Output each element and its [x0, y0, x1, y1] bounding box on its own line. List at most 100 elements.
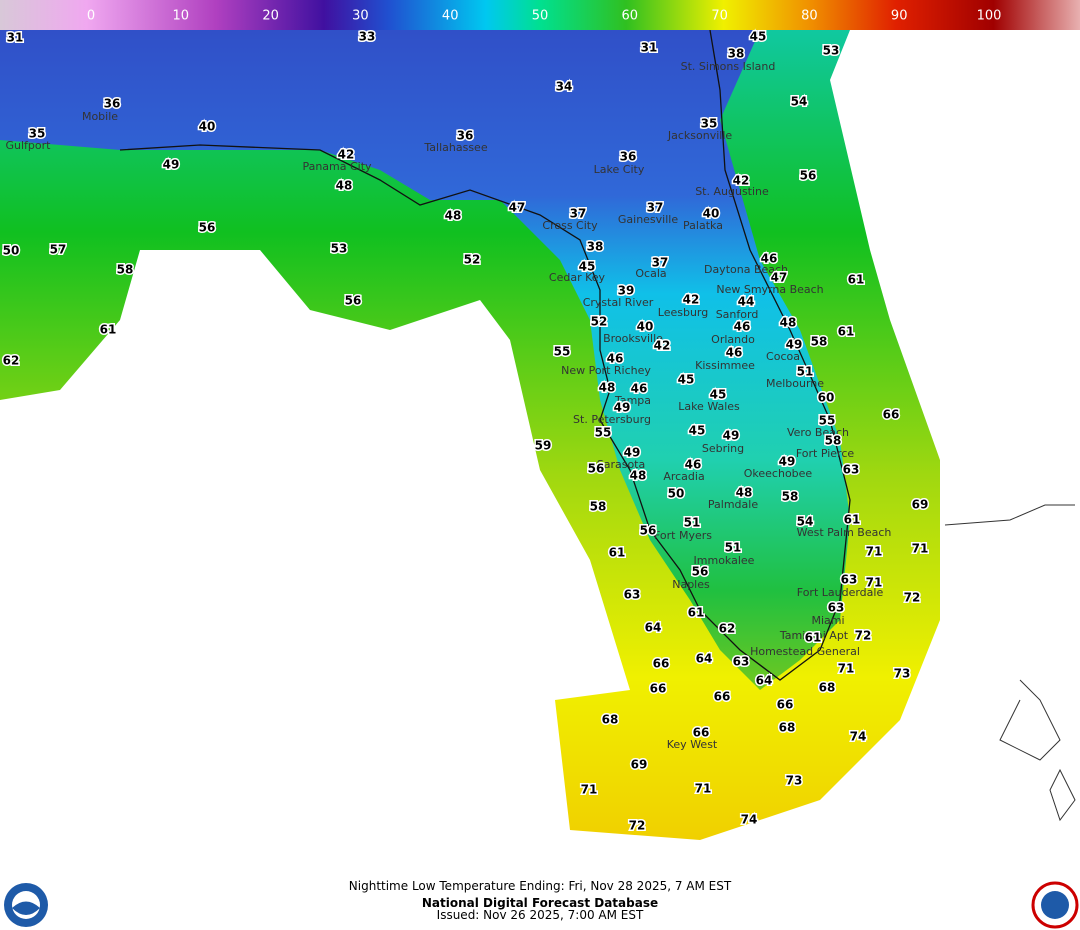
- temperature-label: 61: [688, 606, 705, 620]
- temperature-label: 69: [912, 498, 929, 512]
- temperature-label: 37: [570, 207, 587, 221]
- city-label: St. Petersburg: [573, 413, 651, 426]
- temperature-label: 51: [725, 541, 742, 555]
- temperature-label: 73: [786, 774, 803, 788]
- city-label: New Port Richey: [561, 364, 651, 377]
- temperature-label: 68: [602, 713, 619, 727]
- temperature-label: 38: [728, 47, 745, 61]
- city-label: Panama City: [302, 160, 372, 173]
- city-label: Sebring: [702, 442, 744, 455]
- temperature-label: 56: [199, 221, 216, 235]
- temperature-label: 61: [844, 513, 861, 527]
- city-label: Brooksville: [603, 332, 663, 345]
- city-label: Immokalee: [694, 554, 755, 567]
- temperature-label: 61: [609, 546, 626, 560]
- temperature-label: 46: [607, 352, 624, 366]
- temperature-label: 66: [777, 698, 794, 712]
- footer-source: National Digital Forecast Database: [422, 896, 658, 910]
- temperature-label: 42: [654, 339, 671, 353]
- temperature-label: 34: [556, 80, 573, 94]
- city-label: New Smyrna Beach: [716, 283, 823, 296]
- temperature-label: 69: [631, 758, 648, 772]
- temperature-label: 48: [736, 486, 753, 500]
- colorbar-tick-label: 50: [532, 9, 549, 24]
- city-label: Jacksonville: [667, 129, 733, 142]
- city-label: Arcadia: [663, 470, 704, 483]
- city-label: Mobile: [82, 110, 118, 123]
- temperature-label: 47: [509, 201, 526, 215]
- temperature-label: 36: [457, 129, 474, 143]
- city-label: Miami: [811, 614, 844, 627]
- temperature-label: 49: [779, 455, 796, 469]
- temperature-label: 58: [782, 490, 799, 504]
- temperature-label: 48: [336, 179, 353, 193]
- temperature-label: 31: [7, 31, 24, 45]
- city-label: Cocoa: [766, 350, 800, 363]
- temperature-label: 42: [733, 174, 750, 188]
- colorbar-tick-label: 100: [977, 9, 1002, 24]
- city-label: Leesburg: [658, 306, 708, 319]
- temperature-label: 63: [733, 655, 750, 669]
- temperature-label: 61: [805, 631, 822, 645]
- temperature-label: 42: [338, 148, 355, 162]
- colorbar-tick-label: 60: [622, 9, 639, 24]
- temperature-label: 56: [800, 169, 817, 183]
- temperature-label: 56: [640, 524, 657, 538]
- temperature-label: 40: [637, 320, 654, 334]
- temperature-label: 60: [818, 391, 835, 405]
- colorbar: [0, 0, 1080, 30]
- temperature-label: 45: [710, 388, 727, 402]
- colorbar-tick-label: 0: [87, 9, 95, 24]
- temperature-label: 49: [786, 338, 803, 352]
- temperature-label: 55: [554, 345, 571, 359]
- colorbar-tick-label: 90: [891, 9, 908, 24]
- temperature-label: 56: [692, 565, 709, 579]
- city-label: Sarasota: [597, 458, 646, 471]
- temperature-label: 31: [641, 41, 658, 55]
- city-label: Melbourne: [766, 377, 824, 390]
- temperature-label: 45: [689, 424, 706, 438]
- city-label: Cross City: [542, 219, 598, 232]
- city-label: Lake City: [594, 163, 645, 176]
- temperature-label: 56: [345, 294, 362, 308]
- temperature-label: 37: [652, 256, 669, 270]
- temperature-label: 71: [581, 783, 598, 797]
- temperature-label: 40: [199, 120, 216, 134]
- temperature-label: 63: [828, 601, 845, 615]
- temperature-label: 53: [331, 242, 348, 256]
- temperature-label: 37: [647, 201, 664, 215]
- temperature-label: 63: [624, 588, 641, 602]
- temperature-label: 64: [696, 652, 713, 666]
- temperature-label: 49: [614, 401, 631, 415]
- temperature-label: 62: [3, 354, 20, 368]
- temperature-label: 66: [883, 408, 900, 422]
- temperature-label: 57: [50, 243, 67, 257]
- temperature-label: 48: [630, 469, 647, 483]
- footer-issued: Issued: Nov 26 2025, 7:00 AM EST: [437, 908, 644, 922]
- temperature-label: 39: [618, 284, 635, 298]
- temperature-label: 64: [645, 621, 662, 635]
- temperature-label: 51: [797, 365, 814, 379]
- temperature-label: 72: [904, 591, 921, 605]
- temperature-label: 35: [29, 127, 46, 141]
- temperature-label: 74: [850, 730, 867, 744]
- city-label: Okeechobee: [744, 467, 813, 480]
- temperature-label: 58: [117, 263, 134, 277]
- temperature-label: 66: [653, 657, 670, 671]
- temperature-label: 53: [823, 44, 840, 58]
- city-label: Homestead General: [750, 645, 860, 658]
- city-label: Crystal River: [583, 296, 654, 309]
- city-label: Cedar Key: [549, 271, 606, 284]
- temperature-label: 74: [741, 813, 758, 827]
- temperature-label: 48: [445, 209, 462, 223]
- city-label: West Palm Beach: [797, 526, 892, 539]
- temperature-label: 51: [684, 516, 701, 530]
- temperature-label: 72: [629, 819, 646, 833]
- city-label: Naples: [672, 578, 710, 591]
- temperature-label: 49: [624, 446, 641, 460]
- colorbar-tick-label: 30: [352, 9, 369, 24]
- colorbar-tick-label: 20: [262, 9, 279, 24]
- temperature-label: 68: [819, 681, 836, 695]
